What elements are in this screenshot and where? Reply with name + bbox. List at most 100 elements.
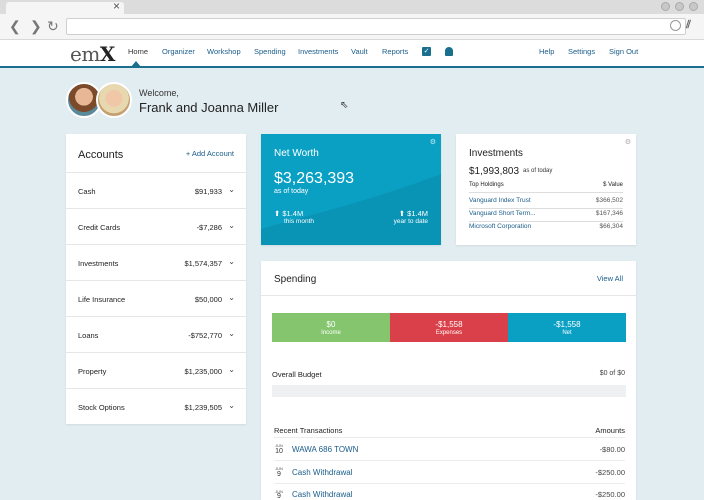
account-label: Stock Options <box>78 403 125 412</box>
transaction-month: JUN <box>275 489 283 494</box>
net-worth-year-label: year to date <box>393 218 428 225</box>
top-holdings-header: Top Holdings <box>469 182 504 188</box>
chevron-down-icon[interactable]: ⌄ <box>228 221 235 230</box>
accounts-title: Accounts <box>78 149 124 161</box>
transaction-description[interactable]: Cash Withdrawal <box>292 468 353 477</box>
expenses-value: -$1,558 <box>435 320 463 329</box>
accounts-card: Accounts + Add Account Cash $91,933 ⌄ Cr… <box>66 134 246 424</box>
divider <box>469 208 623 209</box>
account-label: Life Insurance <box>78 295 126 304</box>
chevron-down-icon[interactable]: ⌄ <box>228 257 235 266</box>
active-nav-indicator <box>131 61 141 67</box>
chevron-down-icon[interactable]: ⌄ <box>228 293 235 302</box>
expenses-label: Expenses <box>435 330 463 336</box>
income-segment[interactable]: $0 Income <box>272 313 390 342</box>
top-navigation: emX Home Organizer Workshop Spending Inv… <box>0 40 704 68</box>
gear-icon[interactable]: ⚙ <box>429 139 436 146</box>
minimize-button[interactable] <box>661 2 670 11</box>
account-label: Property <box>78 367 107 376</box>
close-window-button[interactable] <box>689 2 698 11</box>
transaction-description[interactable]: WAWA 686 TOWN <box>292 445 359 454</box>
add-account-link[interactable]: + Add Account <box>185 149 234 158</box>
transaction-day: 9 <box>277 493 281 500</box>
holding-value: $366,502 <box>595 197 623 204</box>
account-value: -$752,770 <box>188 331 222 340</box>
address-bar[interactable] <box>66 18 686 35</box>
spending-card: Spending View All $0 Income -$1,558 Expe… <box>261 261 636 500</box>
investments-value: $1,993,803 <box>469 166 520 177</box>
net-worth-year-change: ⬆ $1.4M <box>398 209 428 218</box>
nav-investments[interactable]: Investments <box>298 47 339 56</box>
view-all-link[interactable]: View All <box>596 274 623 283</box>
nav-reports[interactable]: Reports <box>382 47 409 56</box>
back-arrow-icon[interactable]: ❮ <box>9 18 21 34</box>
gear-icon[interactable]: ⚙ <box>624 139 631 146</box>
holding-name[interactable]: Vanguard Index Trust <box>469 197 531 204</box>
user-name: Frank and Joanna Miller <box>139 100 279 115</box>
chevron-down-icon[interactable]: ⌄ <box>228 185 235 194</box>
transaction-day: 9 <box>277 471 281 478</box>
nav-settings[interactable]: Settings <box>568 47 596 56</box>
net-worth-card[interactable]: ⚙ Net Worth $3,263,393 as of today ⬆ $1.… <box>261 134 441 245</box>
account-value: $1,574,357 <box>184 259 222 268</box>
net-segment[interactable]: -$1,558 Net <box>508 313 626 342</box>
investments-card: ⚙ Investments $1,993,803 as of today Top… <box>456 134 636 245</box>
checklist-icon[interactable]: ✓ <box>422 47 431 56</box>
account-row-credit-cards[interactable]: Credit Cards -$7,286 ⌄ <box>66 208 246 244</box>
holding-value: $66,304 <box>599 223 624 230</box>
account-value: $50,000 <box>194 295 222 304</box>
reload-icon[interactable]: ↻ <box>47 18 59 34</box>
account-row-loans[interactable]: Loans -$752,770 ⌄ <box>66 316 246 352</box>
account-row-cash[interactable]: Cash $91,933 ⌄ <box>66 172 246 208</box>
account-row-property[interactable]: Property $1,235,000 ⌄ <box>66 352 246 388</box>
budget-label: Overall Budget <box>272 370 322 379</box>
divider <box>274 437 625 438</box>
nav-vault[interactable]: Vault <box>351 47 368 56</box>
account-row-stock-options[interactable]: Stock Options $1,239,505 ⌄ <box>66 388 246 424</box>
holding-value: $167,346 <box>595 210 623 217</box>
nav-sign-out[interactable]: Sign Out <box>609 47 639 56</box>
net-value: -$1,558 <box>553 320 581 329</box>
chevron-down-icon[interactable]: ⌄ <box>228 365 235 374</box>
chevron-down-icon[interactable]: ⌄ <box>228 401 235 410</box>
extension-icon[interactable]: ⫽ <box>686 19 691 31</box>
account-value: -$7,286 <box>196 223 222 232</box>
transaction-amount: -$250.00 <box>595 468 625 477</box>
divider <box>274 460 625 461</box>
chevron-down-icon[interactable]: ⌄ <box>228 329 235 338</box>
divider <box>469 221 623 222</box>
nav-help[interactable]: Help <box>539 47 555 56</box>
forward-arrow-icon[interactable]: ❯ <box>30 18 42 34</box>
expenses-segment[interactable]: -$1,558 Expenses <box>390 313 508 342</box>
nav-workshop[interactable]: Workshop <box>207 47 241 56</box>
account-row-investments[interactable]: Investments $1,574,357 ⌄ <box>66 244 246 280</box>
tab-strip: × <box>0 0 704 14</box>
divider <box>261 295 636 296</box>
spending-title: Spending <box>274 274 317 285</box>
account-value: $91,933 <box>194 187 222 196</box>
transaction-description[interactable]: Cash Withdrawal <box>292 490 353 499</box>
account-label: Credit Cards <box>78 223 121 232</box>
net-worth-title: Net Worth <box>274 148 319 159</box>
holding-name[interactable]: Vanguard Short Term... <box>469 210 536 217</box>
browser-tab[interactable]: × <box>6 0 124 14</box>
account-label: Investments <box>78 259 119 268</box>
close-tab-icon[interactable]: × <box>112 0 120 13</box>
nav-home[interactable]: Home <box>128 47 149 56</box>
amounts-header: Amounts <box>595 426 625 435</box>
bell-icon[interactable] <box>445 47 453 56</box>
budget-progress-bar <box>272 385 626 397</box>
value-header: $ Value <box>603 182 623 188</box>
nav-spending[interactable]: Spending <box>254 47 286 56</box>
account-row-life-insurance[interactable]: Life Insurance $50,000 ⌄ <box>66 280 246 316</box>
transaction-amount: -$80.00 <box>599 445 625 454</box>
welcome-greeting: Welcome, <box>139 88 179 98</box>
maximize-button[interactable] <box>675 2 684 11</box>
holding-name[interactable]: Microsoft Corporation <box>469 223 532 230</box>
nav-organizer[interactable]: Organizer <box>162 47 195 56</box>
transaction-month: JUN <box>275 443 283 448</box>
mouse-cursor-icon: ⇖ <box>340 100 349 111</box>
transaction-amount: -$250.00 <box>595 490 625 499</box>
emx-logo[interactable]: emX <box>70 42 115 66</box>
budget-value: $0 of $0 <box>599 370 625 377</box>
